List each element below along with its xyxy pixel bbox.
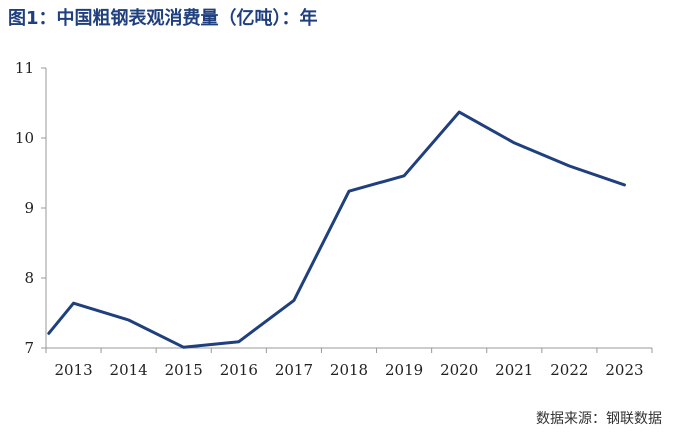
series-line <box>47 110 626 349</box>
x-tick-label: 2016 <box>220 361 258 379</box>
source-note: 数据来源：钢联数据 <box>536 411 662 427</box>
x-tick-label: 2015 <box>165 361 203 379</box>
y-tick-label: 10 <box>15 129 34 147</box>
y-tick-label: 8 <box>24 269 34 287</box>
x-tick-label: 2014 <box>110 361 148 379</box>
x-tick-label: 2017 <box>275 361 313 379</box>
x-tick-label: 2021 <box>495 361 533 379</box>
y-tick-label: 9 <box>24 199 34 217</box>
y-tick-label: 11 <box>15 59 34 77</box>
y-tick-label: 7 <box>24 339 34 357</box>
x-tick-label: 2013 <box>54 361 92 379</box>
x-tick-label: 2020 <box>440 361 478 379</box>
x-tick-label: 2023 <box>605 361 643 379</box>
chart-title: 图1：中国粗钢表观消费量（亿吨）：年 <box>8 8 318 29</box>
x-tick-label: 2019 <box>385 361 423 379</box>
x-tick-label: 2018 <box>330 361 368 379</box>
x-tick-label: 2022 <box>550 361 588 379</box>
